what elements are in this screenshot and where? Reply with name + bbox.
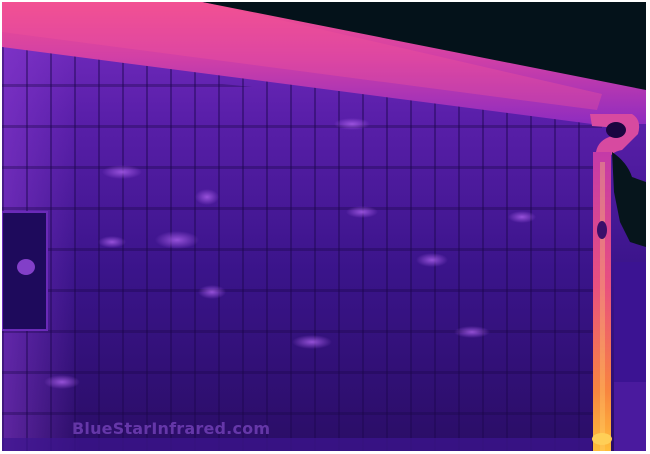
- watermark-text: BlueStarInfrared.com: [72, 419, 271, 438]
- thermal-scene: [2, 2, 646, 451]
- thermal-image: BlueStarInfrared.com: [2, 2, 646, 451]
- warm-spots: [44, 118, 536, 389]
- roof-eave: [2, 2, 646, 124]
- shadow-right: [612, 152, 646, 247]
